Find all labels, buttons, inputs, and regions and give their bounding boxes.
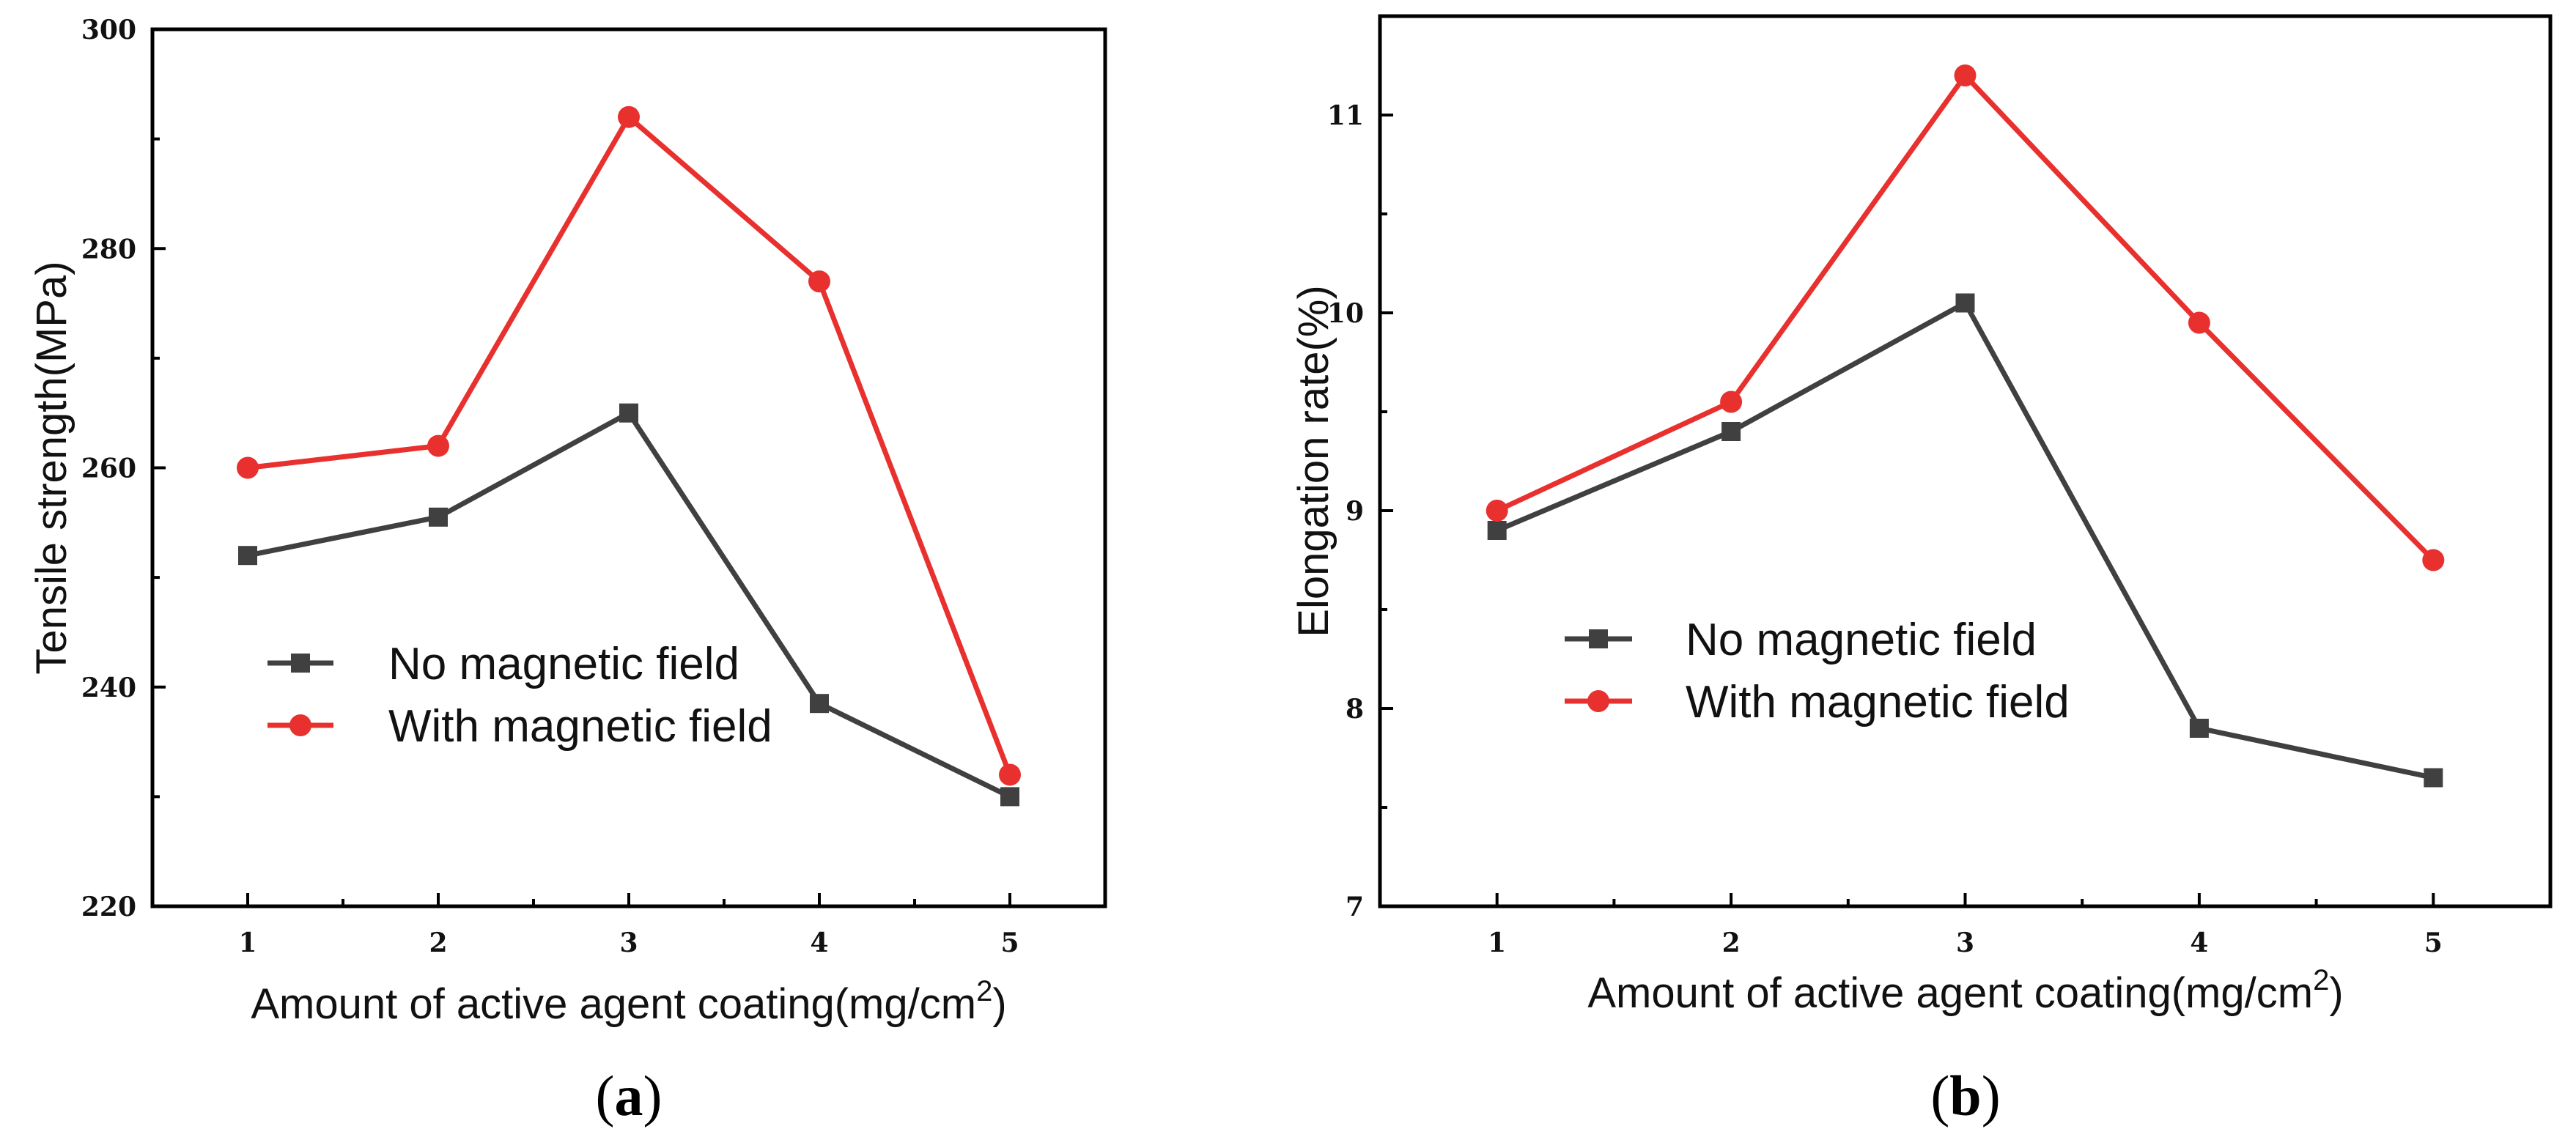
x-tick-label: 4	[2190, 928, 2208, 958]
data-point-circle	[237, 456, 259, 479]
panel-label-letter: a	[615, 1064, 643, 1128]
data-point-square	[619, 403, 638, 423]
legend-marker-circle	[289, 714, 311, 736]
y-tick-label: 300	[81, 15, 136, 45]
data-point-circle	[1486, 500, 1508, 522]
x-tick-label: 2	[1722, 928, 1741, 958]
legend-label: No magnetic field	[1686, 615, 2037, 665]
panel-label: (a)	[596, 1064, 663, 1128]
data-point-circle	[808, 270, 830, 293]
legend-entry-no-magnetic-field: No magnetic field	[267, 639, 739, 689]
x-tick-label: 3	[619, 928, 638, 958]
data-point-square	[238, 546, 257, 566]
legend-entry-with-magnetic-field: With magnetic field	[1565, 677, 2070, 728]
x-tick-label: 3	[1956, 928, 1974, 958]
legend-entry-with-magnetic-field: With magnetic field	[267, 701, 772, 752]
x-axis-title-main: Amount of active agent coating(mg/cm	[1587, 969, 2313, 1017]
data-point-square	[429, 507, 448, 527]
y-tick-label: 10	[1327, 298, 1364, 329]
data-point-square	[810, 694, 829, 714]
y-axis-title: Elongation rate(%)	[1290, 285, 1337, 637]
data-point-square	[1000, 787, 1019, 807]
data-point-square	[1487, 521, 1507, 540]
data-point-circle	[1954, 64, 1977, 86]
data-point-square	[1955, 293, 1975, 313]
data-point-circle	[999, 763, 1021, 786]
y-tick-label: 9	[1346, 496, 1364, 527]
data-point-square	[2424, 768, 2443, 788]
data-point-circle	[427, 434, 449, 457]
x-axis-title-close: )	[992, 980, 1006, 1028]
x-axis-title-close: )	[2329, 969, 2343, 1017]
x-tick-label: 2	[429, 928, 447, 958]
x-axis-title: Amount of active agent coating(mg/cm2)	[251, 975, 1006, 1028]
y-tick-label: 280	[81, 234, 136, 264]
legend-label: With magnetic field	[388, 701, 772, 752]
y-tick-label: 220	[81, 892, 136, 922]
data-point-square	[2189, 719, 2209, 738]
data-point-circle	[618, 106, 640, 128]
legend-label: With magnetic field	[1686, 677, 2070, 728]
legend-label: No magnetic field	[388, 639, 739, 689]
data-point-circle	[1720, 391, 1743, 413]
x-tick-label: 1	[238, 928, 257, 958]
y-tick-label: 8	[1346, 694, 1364, 725]
legend-marker-square	[291, 654, 310, 673]
legend-marker-square	[1589, 629, 1608, 648]
plot-frame	[1378, 14, 2553, 908]
legend-entry-no-magnetic-field: No magnetic field	[1565, 615, 2037, 665]
panel-label-close: )	[643, 1064, 663, 1128]
panel-label-open: (	[596, 1064, 615, 1128]
x-axis-title-superscript: 2	[2313, 964, 2329, 996]
x-tick-label: 4	[810, 928, 828, 958]
legend-marker-circle	[1587, 690, 1609, 712]
y-tick-label: 240	[81, 673, 136, 703]
x-axis-title: Amount of active agent coating(mg/cm2)	[1587, 964, 2343, 1017]
y-tick-label: 260	[81, 454, 136, 484]
data-point-square	[1721, 422, 1741, 441]
x-tick-label: 1	[1488, 928, 1506, 958]
series-line-with-magnetic-field	[1496, 73, 2435, 562]
y-tick-label: 11	[1327, 100, 1364, 131]
x-tick-label: 5	[2424, 928, 2443, 958]
x-axis-title-superscript: 2	[976, 975, 992, 1007]
data-point-circle	[2422, 549, 2445, 571]
x-axis-title-main: Amount of active agent coating(mg/cm	[251, 980, 976, 1028]
panel-label-close: )	[1982, 1064, 2001, 1128]
panel-label-letter: b	[1949, 1064, 1981, 1128]
panel-label: (b)	[1930, 1064, 2000, 1128]
y-axis-title: Tensile strength(MPa)	[28, 261, 75, 674]
panel-label-open: (	[1930, 1064, 1949, 1128]
data-point-circle	[2188, 311, 2210, 334]
y-tick-label: 7	[1346, 892, 1364, 922]
chart-panel-a: 220 240 260 280 300 1 2 3 4 5 Tensile strength(MPa…	[28, 15, 1107, 1128]
x-tick-label: 5	[1000, 928, 1019, 958]
